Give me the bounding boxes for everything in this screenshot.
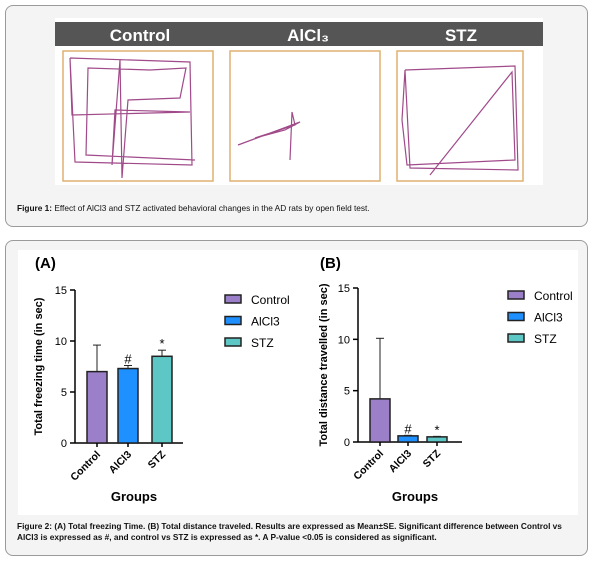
legend-label: AlCl3 — [251, 315, 280, 329]
y-tick-label: 5 — [344, 386, 350, 398]
y-tick-label: 10 — [55, 336, 67, 348]
bar — [369, 398, 391, 443]
legend-swatch — [507, 333, 525, 343]
bar — [397, 435, 419, 443]
track — [401, 65, 519, 176]
significance-mark: # — [404, 421, 412, 436]
panel-label: (B) — [320, 255, 341, 272]
caption-text: Effect of AlCl3 and STZ activated behavi… — [54, 203, 370, 213]
figure-1-caption: Figure 1: Effect of AlCl3 and STZ activa… — [17, 203, 370, 214]
track — [69, 57, 196, 179]
legend-label: Control — [534, 289, 573, 303]
caption-label: Figure 1: — [17, 203, 53, 213]
y-axis-label: Total freezing time (in sec) — [33, 297, 45, 435]
bar — [117, 367, 139, 444]
legend-label: Control — [251, 293, 290, 307]
y-tick-label: 10 — [338, 334, 350, 346]
chart-area — [18, 250, 578, 515]
legend-label: STZ — [251, 336, 274, 350]
legend-label: AlCl3 — [534, 311, 563, 325]
panel-title: Control — [110, 26, 170, 45]
legend-swatch — [507, 311, 525, 322]
bar — [86, 370, 108, 444]
x-axis-label: Groups — [392, 489, 438, 504]
legend-swatch — [507, 290, 525, 300]
header-bar — [55, 22, 543, 46]
panel-title: AlCl₃ — [287, 26, 329, 45]
y-axis-label: Total distance travelled (in sec) — [318, 283, 330, 446]
arena — [396, 50, 524, 182]
x-axis-label: Groups — [111, 489, 157, 504]
legend-swatch — [224, 315, 242, 326]
significance-mark: # — [124, 351, 132, 366]
bar — [426, 436, 448, 443]
y-tick-label: 15 — [55, 285, 67, 297]
y-tick-label: 15 — [338, 283, 350, 295]
panel-title: STZ — [445, 26, 477, 45]
legend-swatch — [224, 337, 242, 347]
figure-2-caption: Figure 2: (A) Total freezing Time. (B) T… — [17, 521, 562, 542]
legend-label: STZ — [534, 332, 557, 346]
panel-label: (A) — [35, 255, 56, 272]
bar — [151, 355, 173, 444]
significance-mark: * — [434, 422, 439, 437]
y-tick-label: 0 — [61, 438, 67, 450]
arena — [229, 50, 381, 182]
significance-mark: * — [159, 336, 164, 351]
y-tick-label: 0 — [344, 437, 350, 449]
y-tick-label: 5 — [61, 387, 67, 399]
legend-swatch — [224, 294, 242, 304]
track — [237, 111, 301, 161]
